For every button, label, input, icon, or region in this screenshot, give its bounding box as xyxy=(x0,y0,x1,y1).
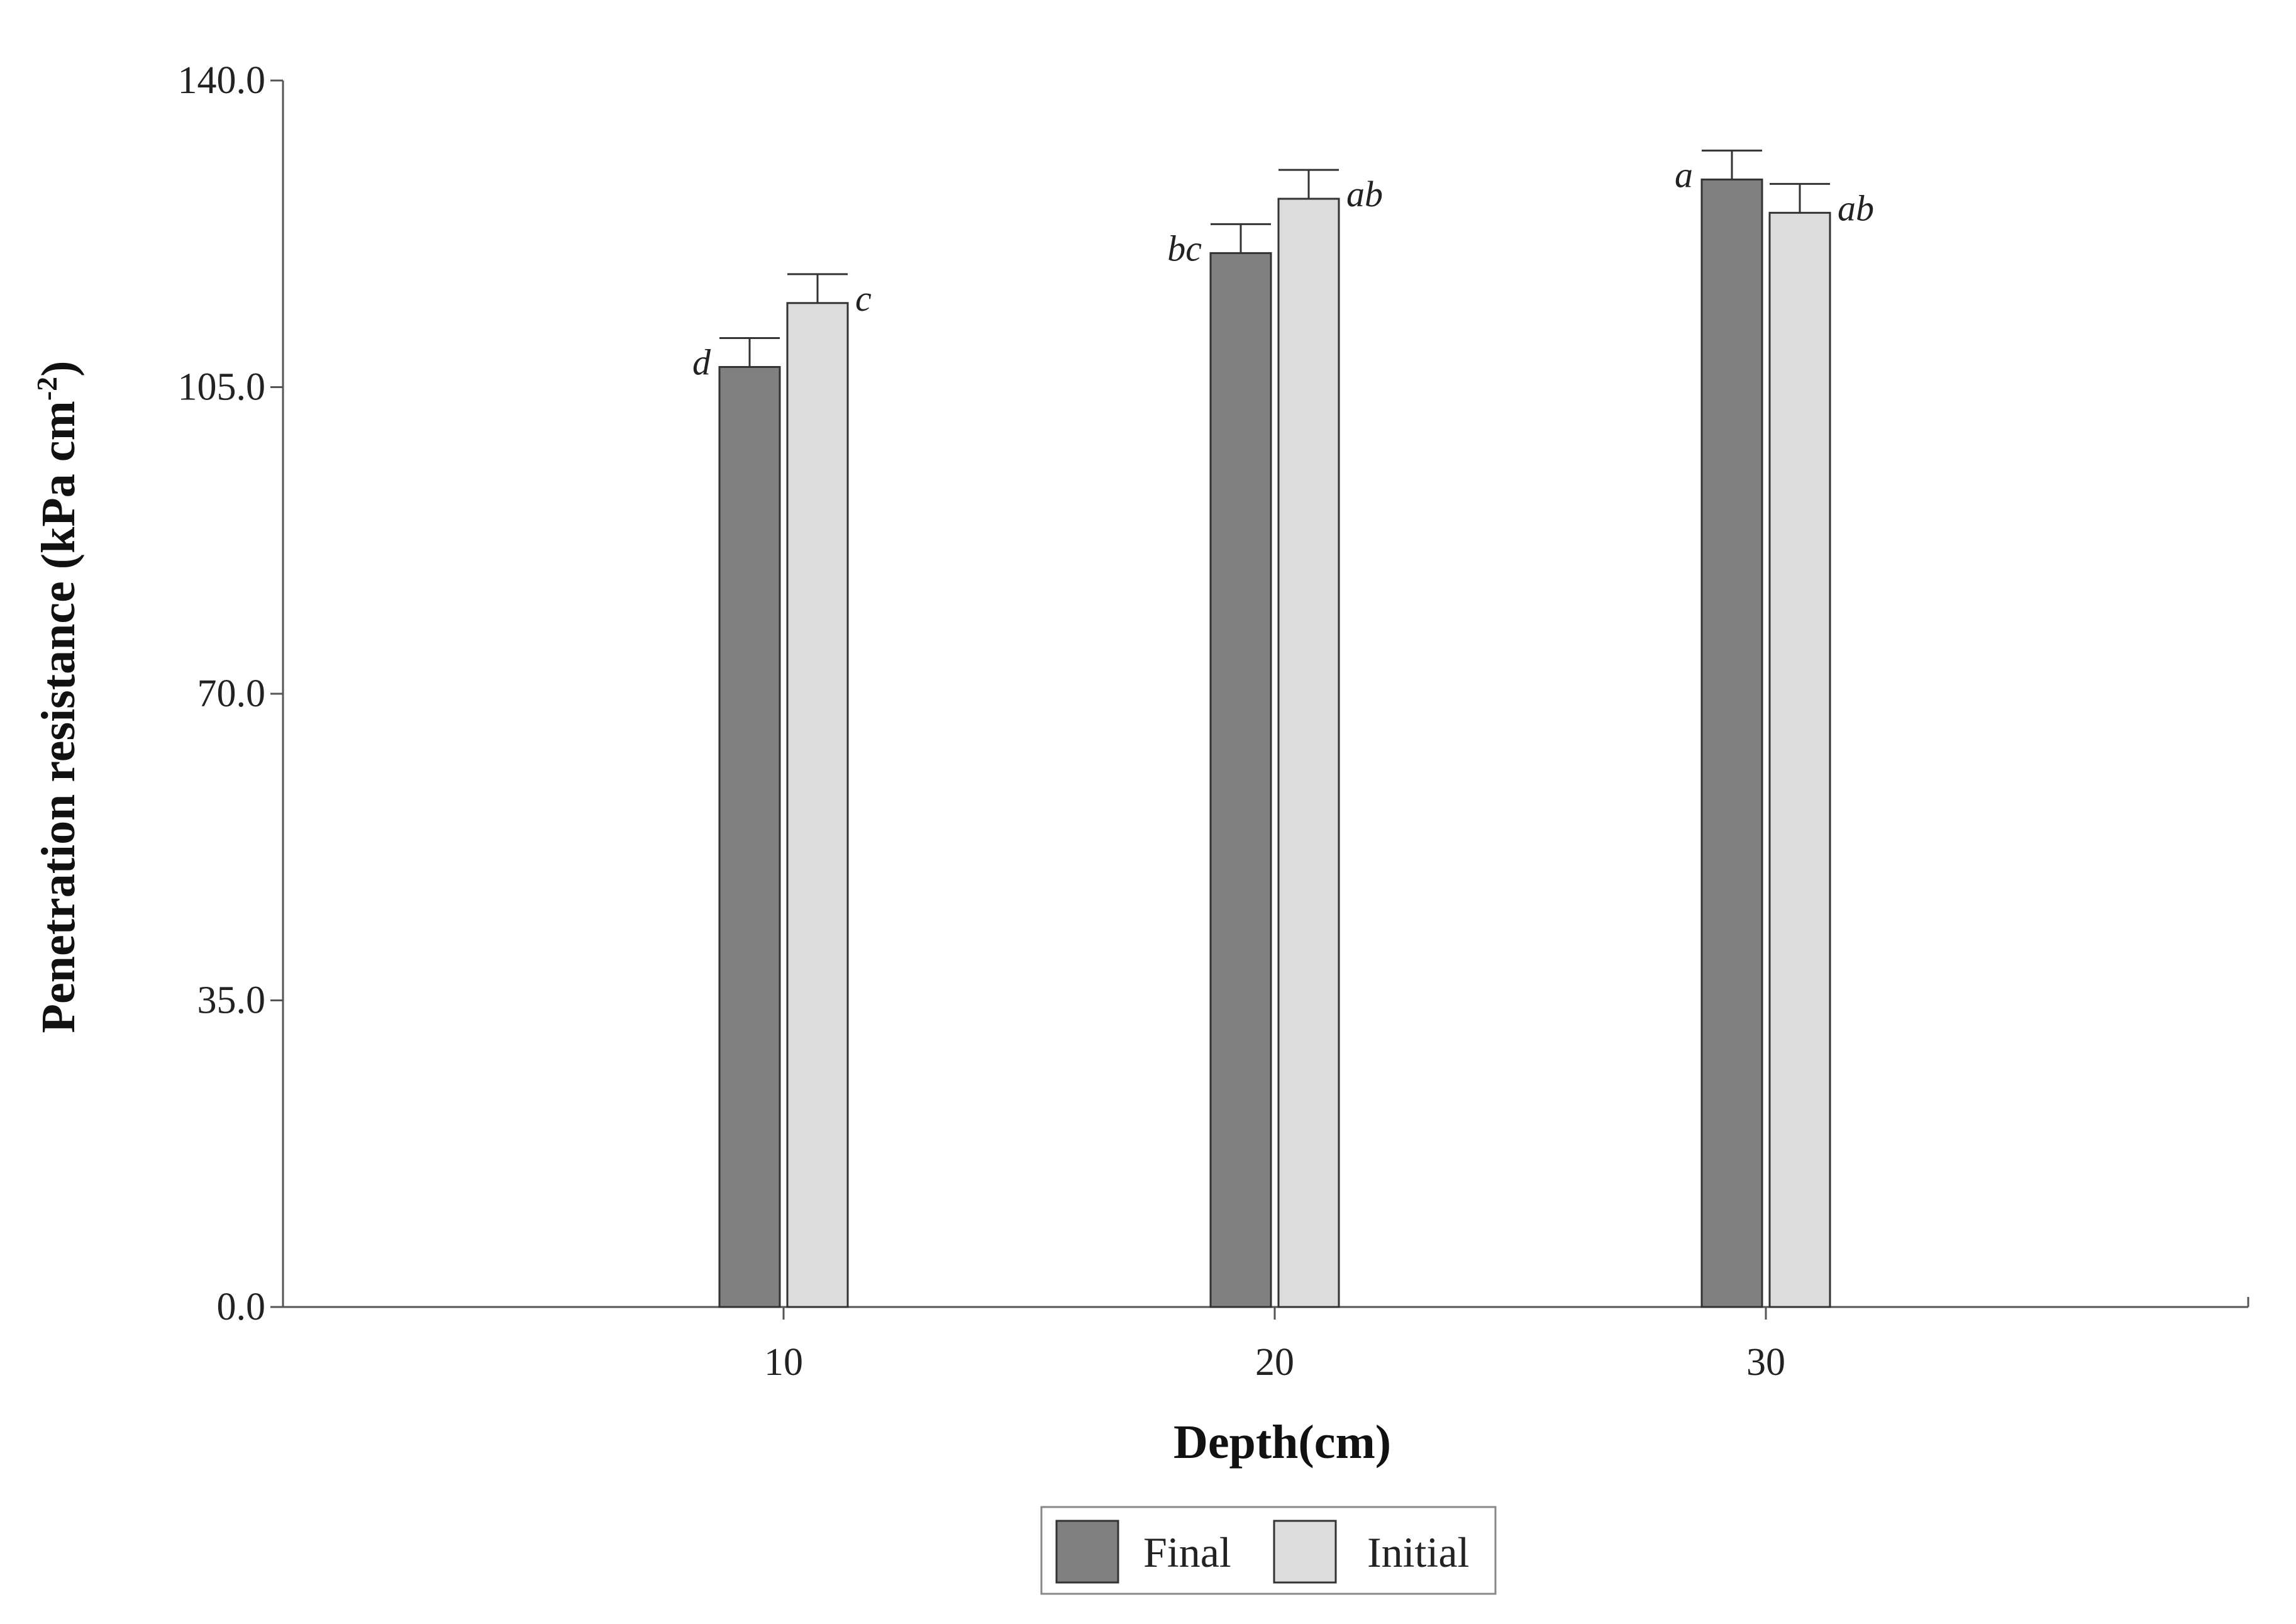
x-tick-label-20: 20 xyxy=(1255,1341,1294,1384)
x-ticks: 10 20 30 xyxy=(764,1307,1785,1384)
legend: Final Initial xyxy=(1040,1506,1497,1595)
y-tick-label-2: 70.0 xyxy=(197,672,266,715)
error-bar-initial-10 xyxy=(787,273,848,303)
x-axis-title: Depth(cm) xyxy=(1173,1416,1391,1469)
significance-label-initial-20: ab xyxy=(1346,174,1383,214)
bar-initial-10 xyxy=(786,302,849,1308)
plot-area: 0.0 35.0 70.0 105.0 140.0 10 20 30 d bc a c ab ab xyxy=(178,59,2249,1384)
legend-swatch-final xyxy=(1055,1520,1119,1584)
legend-label-initial: Initial xyxy=(1367,1528,1469,1576)
y-axis-title-superscript: -2 xyxy=(31,377,63,401)
error-bar-final-10 xyxy=(719,337,780,367)
bar-initial-20 xyxy=(1277,197,1340,1308)
y-tick-label-3: 105.0 xyxy=(178,366,266,409)
bar-final-30 xyxy=(1700,178,1763,1308)
significance-label-final-20: bc xyxy=(1167,228,1202,269)
bar-final-10 xyxy=(718,365,781,1308)
bars: d bc a c ab ab xyxy=(692,149,1874,1308)
error-bar-final-30 xyxy=(1702,149,1762,180)
bar-final-20 xyxy=(1209,252,1272,1308)
error-bar-initial-20 xyxy=(1278,169,1339,199)
y-tick-label-0: 0.0 xyxy=(217,1286,266,1328)
y-tick-label-4: 140.0 xyxy=(178,59,266,102)
y-ticks: 0.0 35.0 70.0 105.0 140.0 xyxy=(178,59,283,1328)
significance-label-final-10: d xyxy=(692,342,711,383)
y-axis-title-main: Penetration resistance (kPa cm xyxy=(32,401,85,1033)
legend-swatch-initial xyxy=(1273,1520,1337,1584)
legend-label-final: Final xyxy=(1143,1528,1231,1576)
y-tick-label-1: 35.0 xyxy=(197,979,266,1022)
x-tick-label-30: 30 xyxy=(1746,1341,1785,1384)
significance-label-initial-30: ab xyxy=(1838,187,1874,228)
significance-label-initial-10: c xyxy=(855,278,872,319)
x-tick-label-10: 10 xyxy=(764,1341,803,1384)
error-bar-final-20 xyxy=(1211,223,1271,253)
significance-label-final-30: a xyxy=(1675,154,1693,195)
y-axis-title-end: ) xyxy=(32,361,85,377)
y-axis-title: Penetration resistance (kPa cm-2) xyxy=(31,361,85,1033)
bar-initial-30 xyxy=(1768,211,1831,1308)
error-bar-initial-30 xyxy=(1770,182,1830,213)
